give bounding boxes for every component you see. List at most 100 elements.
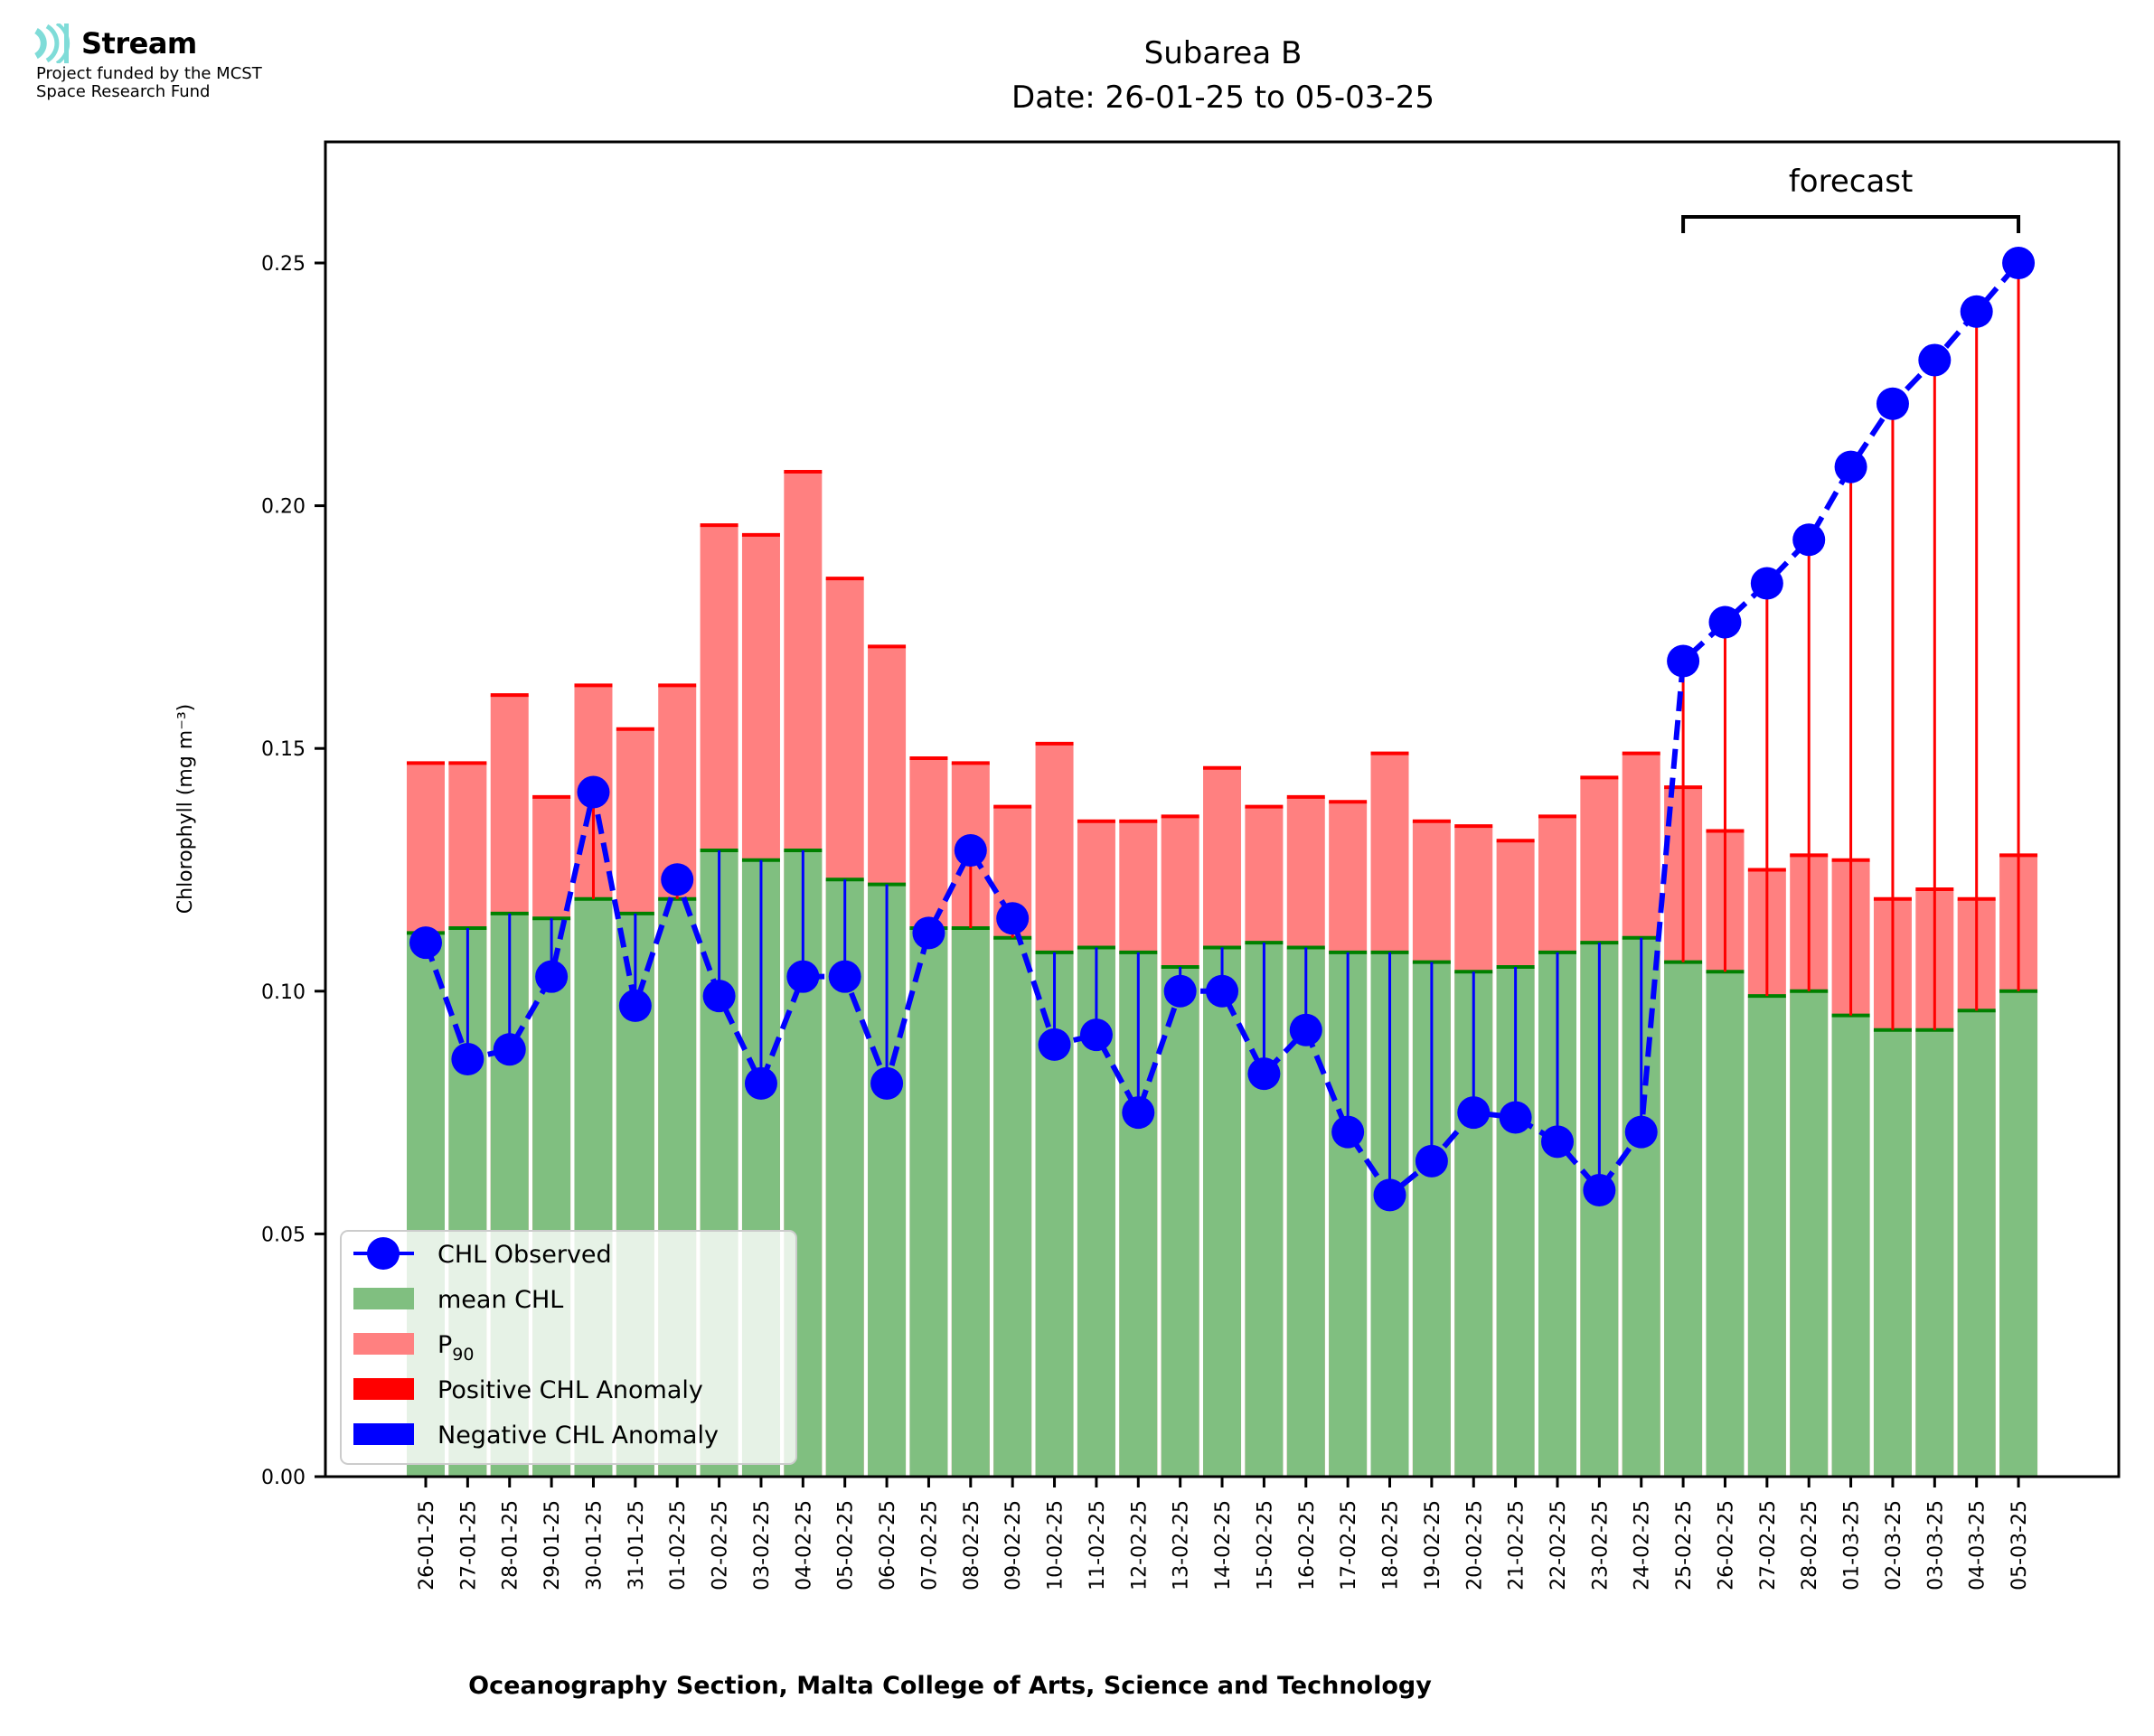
observed-point <box>1750 567 1783 600</box>
mean-bar <box>1203 947 1242 1477</box>
funding-line-2: Space Research Fund <box>36 82 211 101</box>
observed-point <box>1289 1013 1322 1046</box>
x-tick-label: 05-03-25 <box>2008 1500 2031 1591</box>
observed-point <box>1960 295 1993 328</box>
observed-point <box>1415 1144 1448 1178</box>
x-tick-label: 28-01-25 <box>500 1500 522 1591</box>
x-tick-label: 04-03-25 <box>1967 1500 1989 1591</box>
observed-point <box>1038 1028 1071 1061</box>
y-tick-label: 0.15 <box>261 738 306 761</box>
observed-point <box>996 902 1030 935</box>
legend-observed-marker <box>367 1237 400 1270</box>
observed-point <box>912 916 945 950</box>
observed-point <box>1079 1018 1113 1052</box>
observed-point <box>1457 1096 1491 1130</box>
x-tick-label: 01-03-25 <box>1841 1500 1864 1591</box>
mean-bar <box>1957 1010 1996 1477</box>
x-tick-label: 11-02-25 <box>1086 1500 1109 1591</box>
x-tick-label: 10-02-25 <box>1045 1500 1068 1591</box>
observed-point <box>954 834 987 868</box>
x-tick-label: 07-02-25 <box>918 1500 941 1591</box>
x-tick-label: 08-02-25 <box>961 1500 983 1591</box>
mean-bar <box>1747 996 1786 1477</box>
logo-brand: Stream <box>34 23 197 63</box>
chart-title: Subarea B <box>1144 35 1303 71</box>
y-tick-label: 0.20 <box>261 496 306 519</box>
observed-point <box>1499 1101 1532 1134</box>
mean-bar <box>1915 1029 1954 1477</box>
x-tick-label: 18-02-25 <box>1380 1500 1403 1591</box>
observed-point <box>493 1033 526 1066</box>
legend-item-observed: CHL Observed <box>353 1237 612 1270</box>
observed-point <box>1918 343 1952 377</box>
legend-p90-sub: 90 <box>452 1345 474 1365</box>
legend-box <box>340 1230 797 1465</box>
x-tick-label: 28-02-25 <box>1799 1500 1821 1591</box>
mean-bar <box>993 937 1032 1477</box>
x-tick-label: 23-02-25 <box>1589 1500 1612 1591</box>
legend-item-mean: mean CHL <box>353 1286 563 1314</box>
observed-point <box>1247 1057 1281 1091</box>
x-tick-label: 22-02-25 <box>1547 1500 1570 1591</box>
stream-waves-icon <box>34 23 71 63</box>
x-tick-label: 06-02-25 <box>877 1500 899 1591</box>
x-tick-label: 31-01-25 <box>626 1500 648 1591</box>
y-tick-label: 0.25 <box>261 253 306 276</box>
observed-point <box>1331 1115 1365 1149</box>
x-tick-label: 27-02-25 <box>1757 1500 1780 1591</box>
x-tick-label: 14-02-25 <box>1212 1500 1235 1591</box>
x-tick-label: 17-02-25 <box>1338 1500 1360 1591</box>
mean-bar <box>1161 966 1199 1477</box>
observed-point <box>535 960 569 993</box>
x-tick-label: 29-01-25 <box>541 1500 564 1591</box>
mean-bar <box>951 927 990 1477</box>
mean-bar <box>1873 1029 1912 1477</box>
observed-point <box>1583 1174 1616 1207</box>
observed-point <box>828 960 861 993</box>
mean-bar <box>1706 971 1745 1477</box>
observed-point <box>1708 605 1742 639</box>
logo-name: Stream <box>81 26 197 61</box>
anomaly-lines <box>424 263 2020 1196</box>
y-axis-label: Chlorophyll (mg m⁻³) <box>174 704 197 914</box>
observed-point <box>1540 1125 1574 1159</box>
forecast-annotation: forecast <box>1681 164 2021 233</box>
x-tick-label: 05-02-25 <box>835 1500 858 1591</box>
legend-item-positive: Positive CHL Anomaly <box>353 1376 703 1404</box>
observed-point <box>1624 1115 1658 1149</box>
x-tick-label: 27-01-25 <box>457 1500 480 1591</box>
legend-positive-swatch <box>353 1378 414 1400</box>
x-tick-label: 25-02-25 <box>1673 1500 1696 1591</box>
x-tick-label: 04-02-25 <box>793 1500 815 1591</box>
y-tick-label: 0.10 <box>261 981 306 1004</box>
x-tick-label: 03-03-25 <box>1924 1500 1947 1591</box>
x-tick-label: 01-02-25 <box>667 1500 690 1591</box>
legend-negative-swatch <box>353 1423 414 1445</box>
observed-point <box>577 775 610 809</box>
observed-point <box>1163 974 1197 1008</box>
mean-bar <box>1664 962 1703 1477</box>
mean-bar <box>1999 990 2038 1477</box>
legend-negative-label: Negative CHL Anomaly <box>437 1422 719 1450</box>
observed-point <box>1667 644 1700 678</box>
observed-line <box>423 261 2021 1199</box>
legend-observed-label: CHL Observed <box>437 1241 612 1269</box>
funding-note: Project funded by the MCST Space Researc… <box>36 65 262 101</box>
observed-point <box>702 980 736 1013</box>
observed-point <box>2002 247 2036 279</box>
legend-mean-swatch <box>353 1288 414 1309</box>
observed-series-line <box>423 261 2021 1199</box>
x-tick-label: 20-02-25 <box>1463 1500 1486 1591</box>
x-tick-label: 09-02-25 <box>1002 1500 1025 1591</box>
legend-mean-label: mean CHL <box>437 1286 563 1314</box>
observed-point <box>1834 450 1867 483</box>
forecast-label: forecast <box>1789 164 1914 200</box>
observed-point <box>870 1066 904 1100</box>
x-tick-label: 26-01-25 <box>416 1500 438 1591</box>
observed-point <box>1206 974 1239 1008</box>
observed-point <box>1373 1178 1406 1212</box>
observed-point <box>409 926 442 960</box>
x-tick-label: 03-02-25 <box>751 1500 774 1591</box>
chart-subtitle: Date: 26-01-25 to 05-03-25 <box>1011 80 1434 116</box>
funding-line-1: Project funded by the MCST <box>36 64 262 83</box>
